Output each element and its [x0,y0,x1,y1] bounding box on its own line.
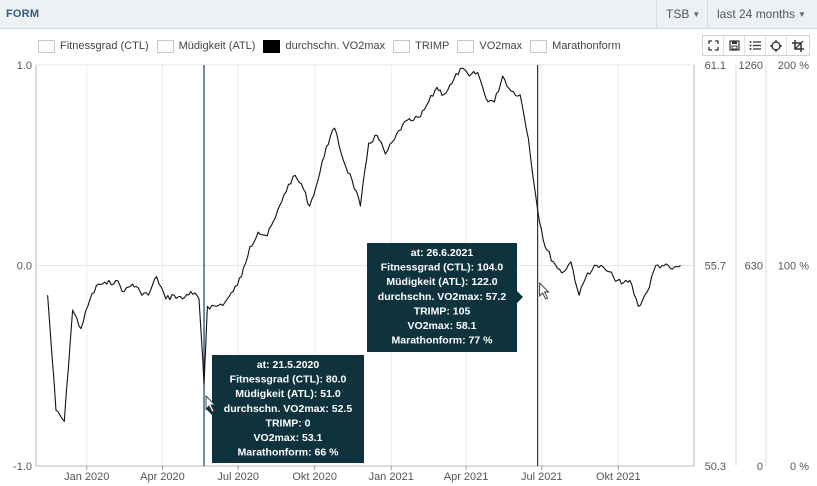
tooltip-line: Fitnessgrad (CTL): 80.0 [230,374,347,386]
tooltip-pointer [517,291,523,303]
legend-label: Müdigkeit (ATL) [178,40,256,52]
legend-swatch [457,39,475,53]
legend-item-avg-vo2max[interactable]: durchschn. VO2max [263,39,386,53]
x-tick-label: Jan 2020 [64,471,109,483]
right-tick-label: 100 % [778,261,809,273]
right-tick-label: 630 [745,261,763,273]
x-tick-label: Jul 2021 [521,471,563,483]
tooltip-line: durchschn. VO2max: 57.2 [378,291,507,303]
chevron-down-icon: ▼ [798,9,806,19]
right-tick-label: 61.1 [705,60,726,72]
range-dropdown-label: last 24 months [717,7,796,21]
crosshair-icon[interactable] [766,36,787,55]
tooltip-line: Marathonform: 77 % [392,335,494,347]
series-line-avg-vo2max [47,67,681,422]
x-tick-label: Apr 2020 [140,471,185,483]
legend-label: Fitnessgrad (CTL) [60,40,149,52]
legend-swatch [393,39,411,53]
metric-dropdown[interactable]: TSB ▼ [656,0,707,28]
right-tick-label: 55.7 [705,261,726,273]
right-tick-label: 50.3 [705,461,726,473]
x-tick-label: Okt 2020 [292,471,337,483]
tooltip-1: at: 21.5.2020 Fitnessgrad (CTL): 80.0 Müdi… [205,355,364,463]
tooltip-line: at: 21.5.2020 [257,359,320,371]
legend-item-trimp[interactable]: TRIMP [393,39,450,53]
left-tick-label: -1.0 [13,461,32,473]
left-tick-label: 0.0 [17,261,32,273]
legend-swatch [156,39,174,53]
legend-item-marathonform[interactable]: Marathonform [530,39,621,53]
tooltip-bg [367,243,517,352]
legend-label: Marathonform [552,40,621,52]
right-tick-label: 200 % [778,60,809,72]
right-tick-label: 1260 [739,60,763,72]
cursor-icon [539,281,550,300]
chart-title: FORM [6,8,40,20]
axes [35,65,767,467]
metric-dropdown-label: TSB [666,7,690,21]
legend-swatch [38,39,55,53]
tooltip-line: Müdigkeit (ATL): 122.0 [386,276,497,288]
legend-item-atl[interactable]: Müdigkeit (ATL) [156,39,256,53]
tooltip-bg [212,355,364,463]
left-axis-ticks: 1.0 0.0 -1.0 [13,60,32,473]
crop-icon[interactable] [787,36,808,55]
right-axis-ticks: 61.1 55.7 50.3 1260 630 0 200 % 100 % 0 % [705,60,810,473]
x-tick-label: Apr 2021 [444,471,489,483]
legend-label: VO2max [479,40,523,52]
legend: Fitnessgrad (CTL) Müdigkeit (ATL) durchs… [38,38,629,54]
chevron-down-icon: ▼ [692,9,701,19]
series-layer [47,67,681,422]
tooltip-line: TRIMP: 0 [266,417,311,429]
save-icon[interactable] [724,36,745,55]
tooltip-line: at: 26.6.2021 [411,247,474,259]
legend-item-ctl[interactable]: Fitnessgrad (CTL) [38,39,149,53]
x-tick-label: Okt 2021 [596,471,641,483]
tooltip-line: TRIMP: 105 [414,305,471,317]
tooltip-line: VO2max: 53.1 [254,432,323,444]
chart-header: FORM TSB ▼ last 24 months ▼ [0,0,817,29]
right-tick-label: 0 [757,461,763,473]
tooltip-2: at: 26.6.2021 Fitnessgrad (CTL): 104.0 Müd… [367,243,550,352]
legend-item-vo2max[interactable]: VO2max [457,39,523,53]
chart-toolbar [702,35,810,56]
marker-lines [203,65,539,466]
x-tick-label: Jul 2020 [217,471,259,483]
list-icon[interactable] [745,36,766,55]
tooltip-line: durchschn. VO2max: 52.5 [224,403,353,415]
fullscreen-icon[interactable] [703,36,724,55]
tooltip-line: Fitnessgrad (CTL): 104.0 [381,262,504,274]
left-tick-label: 1.0 [17,60,32,72]
legend-label: TRIMP [415,40,450,52]
cursor-icon [205,394,217,413]
tooltips: at: 21.5.2020 Fitnessgrad (CTL): 80.0 Müdi… [205,243,550,463]
tooltip-line: Marathonform: 66 % [238,447,340,459]
tooltip-line: Müdigkeit (ATL): 51.0 [235,388,341,400]
x-tick-label: Jan 2021 [369,471,414,483]
legend-swatch [530,39,548,53]
legend-label: durchschn. VO2max [285,40,386,52]
right-tick-label: 0 % [790,461,809,473]
tooltip-line: VO2max: 58.1 [408,320,477,332]
x-axis-ticks: Jan 2020 Apr 2020 Jul 2020 Okt 2020 Jan 2021… [64,466,641,483]
legend-swatch [263,39,281,53]
range-dropdown[interactable]: last 24 months ▼ [707,0,817,28]
